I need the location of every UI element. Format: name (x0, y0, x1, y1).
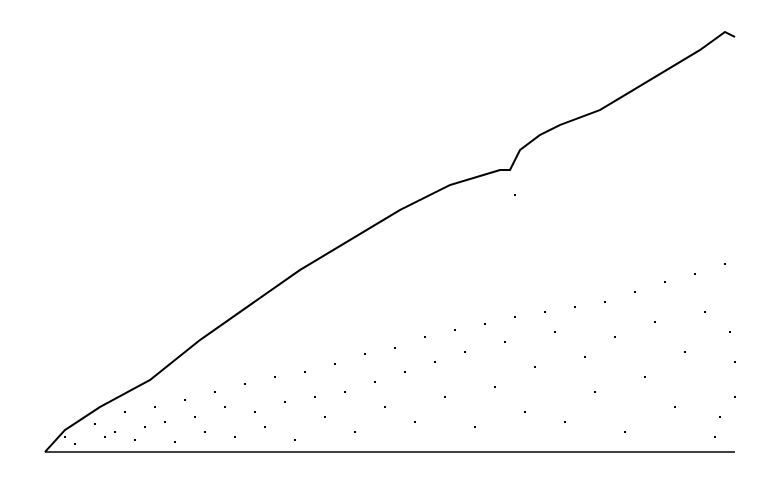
point (734, 396, 736, 398)
point (244, 383, 246, 385)
point (334, 363, 336, 365)
point (314, 396, 316, 398)
point (724, 263, 726, 265)
point (234, 436, 236, 438)
point (304, 371, 306, 373)
point (384, 406, 386, 408)
point (164, 421, 166, 423)
point (94, 423, 96, 425)
point (534, 366, 536, 368)
point (494, 386, 496, 388)
point (364, 353, 366, 355)
point (184, 399, 186, 401)
point (564, 421, 566, 423)
point (734, 361, 736, 363)
point (174, 441, 176, 443)
point (114, 431, 116, 433)
point (554, 331, 556, 333)
point (664, 281, 666, 283)
point (64, 436, 66, 438)
point (214, 391, 216, 393)
point (474, 426, 476, 428)
point (74, 443, 76, 445)
point (354, 431, 356, 433)
point (574, 306, 576, 308)
point (104, 436, 106, 438)
point (404, 371, 406, 373)
point (444, 396, 446, 398)
point (154, 406, 156, 408)
point (684, 351, 686, 353)
point (604, 301, 606, 303)
point (634, 291, 636, 293)
point (374, 381, 376, 383)
point (584, 356, 586, 358)
point (414, 421, 416, 423)
point (654, 321, 656, 323)
point (504, 341, 506, 343)
point (644, 376, 646, 378)
curve (44, 30, 736, 453)
point (254, 411, 256, 413)
point (264, 426, 266, 428)
point (344, 391, 346, 393)
point (719, 416, 721, 418)
point (614, 336, 616, 338)
point (394, 347, 396, 349)
point (514, 316, 516, 318)
point (134, 439, 136, 441)
point (544, 311, 546, 313)
point (204, 431, 206, 433)
point (434, 361, 436, 363)
point (694, 273, 696, 275)
point (194, 416, 196, 418)
point (514, 194, 516, 196)
point (524, 411, 526, 413)
point (624, 431, 626, 433)
point (324, 416, 326, 418)
point (424, 336, 426, 338)
point (294, 439, 296, 441)
point (729, 331, 731, 333)
point (464, 351, 466, 353)
point (454, 329, 456, 331)
point (124, 411, 126, 413)
point (224, 406, 226, 408)
point (594, 391, 596, 393)
point (274, 376, 276, 378)
point (674, 406, 676, 408)
point (714, 436, 716, 438)
point (484, 323, 486, 325)
point (704, 311, 706, 313)
point (144, 426, 146, 428)
point (284, 401, 286, 403)
